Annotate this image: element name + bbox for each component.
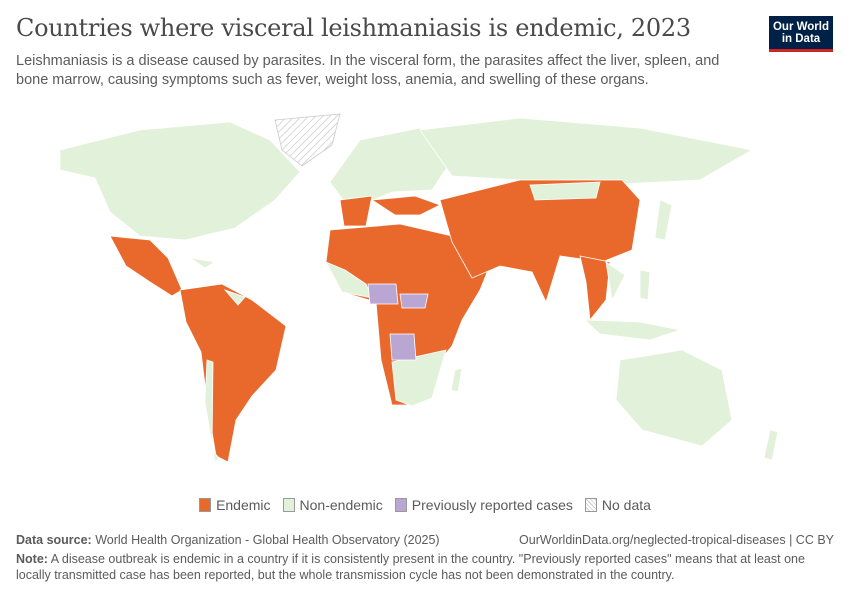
- chart-title: Countries where visceral leishmaniasis i…: [16, 14, 691, 42]
- region-indonesia[interactable]: [583, 319, 682, 341]
- region-new-zealand[interactable]: [763, 429, 779, 461]
- region-chile[interactable]: [204, 359, 220, 463]
- region-south-america[interactable]: [179, 283, 287, 463]
- region-australia[interactable]: [615, 349, 733, 447]
- region-southeast-asia[interactable]: [579, 255, 611, 322]
- chart-subtitle: Leishmaniasis is a disease caused by par…: [16, 53, 720, 88]
- legend-swatch: [199, 498, 212, 512]
- legend-label: Non-endemic: [299, 497, 383, 513]
- legend-label: Endemic: [216, 497, 271, 513]
- region-indochina[interactable]: [605, 261, 626, 302]
- legend-label: No data: [601, 497, 651, 513]
- region-southern-europe[interactable]: [370, 195, 442, 216]
- region-greenland[interactable]: [274, 113, 341, 167]
- region-caribbean[interactable]: [189, 257, 217, 269]
- region-iberia[interactable]: [339, 195, 373, 227]
- region-mexico-central-america[interactable]: [109, 235, 183, 297]
- region-philippines[interactable]: [639, 269, 651, 301]
- region-southern-africa[interactable]: [391, 349, 447, 407]
- legend-swatch: [282, 498, 295, 512]
- legend-swatch: [394, 498, 407, 512]
- world-map[interactable]: [0, 100, 850, 480]
- region-central-african-republic[interactable]: [367, 283, 399, 305]
- legend: Endemic Non-endemic Previously reported …: [0, 497, 850, 513]
- region-asia[interactable]: [439, 179, 641, 304]
- legend-item-non-endemic[interactable]: Non-endemic: [282, 497, 383, 513]
- data-source: Data source: World Health Organization -…: [16, 533, 440, 547]
- legend-item-endemic[interactable]: Endemic: [199, 497, 271, 513]
- legend-label: Previously reported cases: [411, 497, 573, 513]
- region-guianas[interactable]: [223, 289, 246, 306]
- region-japan[interactable]: [654, 199, 673, 241]
- note: Note: A disease outbreak is endemic in a…: [16, 552, 805, 582]
- legend-item-no-data[interactable]: No data: [584, 497, 651, 513]
- legend-swatch: [584, 498, 597, 512]
- region-north-america[interactable]: [59, 121, 301, 241]
- region-mongolia[interactable]: [529, 181, 601, 201]
- footer: Data source: World Health Organization -…: [16, 533, 834, 583]
- region-south-sudan-area[interactable]: [399, 293, 429, 309]
- region-russia[interactable]: [419, 117, 754, 185]
- region-madagascar[interactable]: [450, 367, 463, 393]
- legend-item-previously-reported[interactable]: Previously reported cases: [394, 497, 573, 513]
- owid-logo[interactable]: Our World in Data: [769, 16, 833, 52]
- source-url[interactable]: OurWorldinData.org/neglected-tropical-di…: [519, 533, 834, 547]
- region-angola[interactable]: [389, 333, 417, 361]
